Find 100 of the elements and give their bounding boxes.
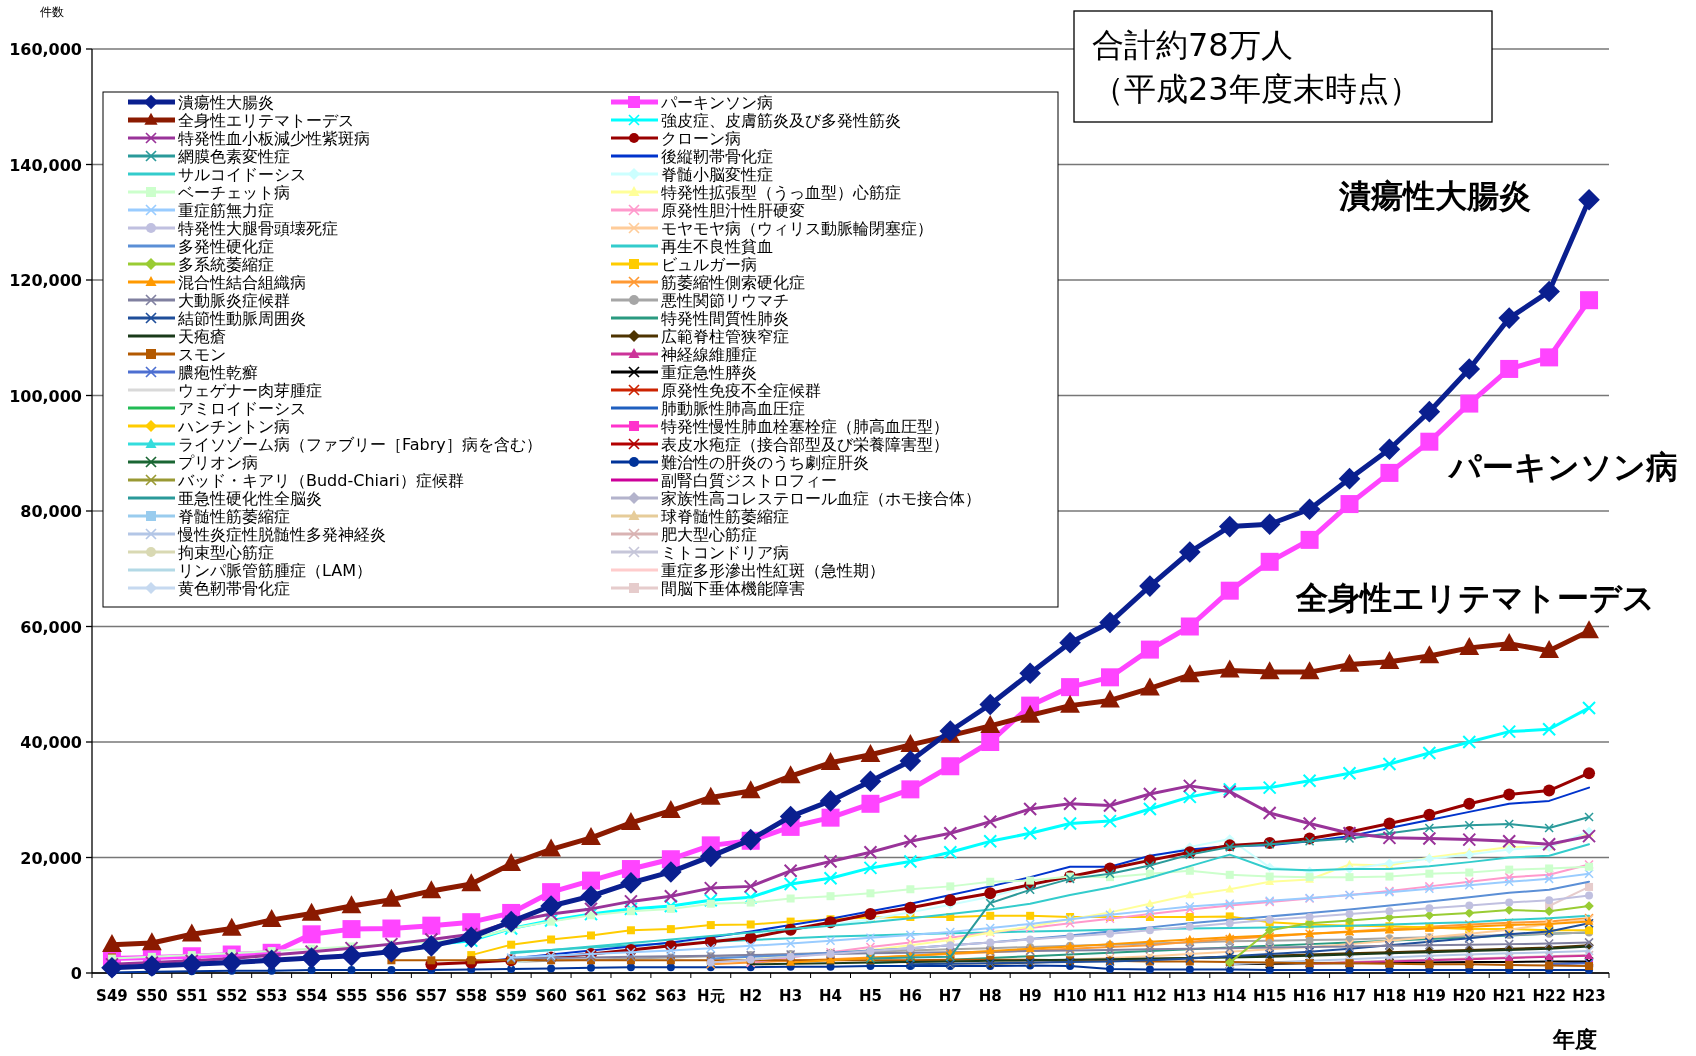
x-tick-label: H10 [1053, 987, 1087, 1005]
x-tick-label: S50 [136, 987, 168, 1005]
annotation: パーキンソン病 [1446, 448, 1678, 486]
legend-label: 潰瘍性大腸炎 [178, 93, 274, 112]
legend-label: 強皮症、皮膚筋炎及び多発性筋炎 [661, 111, 901, 130]
legend-label: 難治性の肝炎のうち劇症肝炎 [661, 453, 869, 472]
x-tick-label: S49 [96, 987, 128, 1005]
legend-label: 混合性結合組織病 [178, 273, 306, 292]
x-tick-label: S58 [455, 987, 488, 1005]
x-tick-label: H12 [1133, 987, 1167, 1005]
legend-label: 黄色靭帯骨化症 [178, 579, 290, 598]
legend-label: 肥大型心筋症 [661, 525, 757, 544]
legend-label: 肺動脈性肺高血圧症 [661, 399, 805, 418]
x-tick-label: S51 [175, 987, 208, 1005]
legend-label: 特発性大腿骨頭壊死症 [178, 219, 338, 238]
y-tick-label: 140,000 [9, 155, 82, 175]
x-tick-label: S53 [255, 987, 288, 1005]
annotation: 合計約78万人 [1092, 26, 1293, 64]
x-tick-label: S63 [655, 987, 687, 1005]
x-tick-label: H21 [1492, 987, 1526, 1005]
legend-label: 家族性高コレステロール血症（ホモ接合体） [661, 489, 981, 508]
x-tick-label: H3 [779, 987, 803, 1005]
legend-label: 球脊髄性筋萎縮症 [661, 507, 789, 526]
x-tick-label: S52 [215, 987, 248, 1005]
legend-label: 悪性関節リウマチ [660, 291, 789, 310]
legend-label: 特発性血小板減少性紫斑病 [178, 129, 370, 148]
x-tick-label: S54 [295, 987, 328, 1005]
legend-label: モヤモヤ病（ウィリス動脈輪閉塞症） [661, 219, 933, 238]
legend-label: 重症筋無力症 [178, 201, 274, 220]
y-tick-label: 160,000 [9, 40, 82, 59]
annotation: 潰瘍性大腸炎 [1338, 177, 1531, 215]
y-tick-label: 80,000 [20, 502, 82, 521]
y-tick-label: 60,000 [20, 617, 82, 637]
y-tick-label: 0 [70, 964, 82, 983]
y-axis-title: 件数 [40, 5, 64, 19]
legend-label: 重症多形滲出性紅斑（急性期） [661, 561, 885, 580]
legend-label: 広範脊柱管狭窄症 [661, 327, 789, 346]
legend-label: 特発性間質性肺炎 [661, 309, 789, 328]
legend-label: ビュルガー病 [661, 255, 757, 274]
x-tick-label: H9 [1018, 987, 1042, 1005]
annotation: 全身性エリテマトーデス [1294, 579, 1655, 617]
legend-label: 特発性慢性肺血栓塞栓症（肺高血圧型） [661, 417, 949, 436]
x-tick-label: H20 [1452, 987, 1486, 1005]
y-tick-label: 40,000 [20, 733, 82, 752]
legend-label: 慢性炎症性脱髄性多発神経炎 [177, 525, 386, 544]
legend-label: 亜急性硬化性全脳炎 [178, 489, 322, 508]
legend-label: ウェゲナー肉芽腫症 [178, 381, 322, 400]
y-tick-label: 120,000 [9, 271, 82, 290]
legend-label: アミロイドーシス [178, 399, 306, 418]
x-tick-label: H5 [858, 987, 882, 1005]
legend-label: 脊髄小脳変性症 [661, 165, 773, 184]
x-tick-label: H11 [1093, 987, 1127, 1005]
legend-label: スモン [178, 345, 226, 364]
legend-label: 間脳下垂体機能障害 [661, 579, 805, 598]
legend-label: 多発性硬化症 [178, 237, 274, 256]
x-tick-label: H22 [1532, 987, 1566, 1005]
legend-label: ミトコンドリア病 [661, 543, 789, 562]
x-tick-label: H13 [1173, 987, 1207, 1005]
x-tick-label: H6 [898, 987, 922, 1005]
x-tick-label: S60 [535, 987, 567, 1005]
legend-label: 膿疱性乾癬 [178, 363, 258, 382]
x-tick-label: S56 [375, 987, 408, 1005]
note-box: 合計約78万人 （平成23年度末時点） [1073, 10, 1493, 123]
x-tick-label: H17 [1332, 987, 1367, 1005]
x-tick-label: H18 [1372, 987, 1407, 1005]
legend-label: 表皮水疱症（接合部型及び栄養障害型） [661, 435, 949, 454]
legend-label: リンパ脈管筋腫症（LAM） [178, 561, 373, 580]
legend-label: サルコイドーシス [178, 165, 306, 184]
legend-label: プリオン病 [178, 453, 258, 472]
legend-label: 副腎白質ジストロフィー [661, 471, 837, 490]
x-tick-label: H元 [697, 987, 725, 1005]
legend-label: 結節性動脈周囲炎 [177, 309, 306, 328]
x-tick-label: H4 [819, 987, 843, 1005]
legend-label: ハンチントン病 [177, 417, 290, 436]
x-tick-label: S62 [615, 987, 647, 1005]
legend-label: 筋萎縮性側索硬化症 [661, 273, 805, 292]
x-tick-label: H15 [1252, 987, 1287, 1005]
legend-label: 網膜色素変性症 [177, 147, 290, 166]
y-tick-label: 100,000 [9, 386, 82, 406]
legend-label: 大動脈炎症候群 [178, 291, 290, 310]
x-tick-label: H8 [978, 987, 1002, 1005]
legend-label: 全身性エリテマトーデス [178, 111, 354, 130]
legend-label: 再生不良性貧血 [661, 237, 773, 256]
x-tick-label: S57 [415, 987, 448, 1005]
legend-label: 脊髄性筋萎縮症 [178, 507, 290, 526]
x-tick-label: S55 [335, 987, 368, 1005]
legend-label: 重症急性膵炎 [661, 363, 757, 382]
legend-label: 天疱瘡 [178, 327, 226, 346]
legend-label: ベーチェット病 [178, 183, 290, 202]
annotation: （平成23年度末時点） [1092, 70, 1421, 108]
x-tick-label: H16 [1292, 987, 1327, 1005]
legend-label: ライソゾーム病（ファブリー［Fabry］病を含む） [178, 435, 542, 454]
x-tick-label: S59 [495, 987, 528, 1005]
x-tick-label: H14 [1213, 987, 1247, 1005]
x-tick-label: H19 [1412, 987, 1447, 1005]
legend-label: 神経線維腫症 [661, 345, 757, 364]
legend-label: クローン病 [661, 129, 741, 148]
y-tick-label: 20,000 [20, 848, 82, 868]
x-tick-label: H23 [1572, 987, 1606, 1005]
legend-label: 原発性免疫不全症候群 [661, 381, 821, 400]
